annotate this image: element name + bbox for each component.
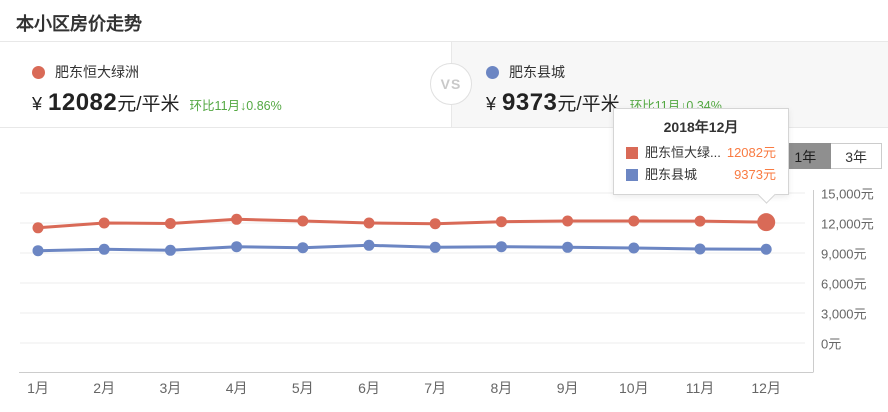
community-price-value: 12082 — [48, 89, 118, 116]
currency-symbol: ¥ — [32, 94, 43, 114]
currency-symbol: ¥ — [486, 94, 497, 114]
series-a-dot-icon — [32, 65, 45, 79]
tooltip-row: 肥东县城 9373元 — [614, 164, 788, 186]
time-range-tabs: 1年 3年 — [779, 143, 882, 169]
tooltip-series-a-label: 肥东恒大绿... — [645, 145, 721, 160]
tooltip-series-b-label: 肥东县城 — [645, 167, 698, 182]
tab-3y[interactable]: 3年 — [831, 143, 882, 169]
series-a-name: 肥东恒大绿洲 — [55, 64, 139, 80]
series-b-name: 肥东县城 — [509, 64, 565, 80]
vs-badge: VS — [430, 63, 472, 105]
price-unit: 元/平米 — [117, 94, 180, 115]
tooltip-row: 肥东恒大绿... 12082元 — [614, 142, 788, 164]
series-b-swatch-icon — [626, 169, 638, 181]
tooltip-series-b-value: 9373元 — [734, 167, 776, 182]
page-title: 本小区房价走势 — [16, 14, 142, 34]
tooltip-series-a-value: 12082元 — [726, 145, 776, 160]
district-price-value: 9373 — [502, 89, 558, 116]
price-unit: 元/平米 — [557, 94, 620, 115]
header: 本小区房价走势 — [0, 0, 888, 42]
tooltip-title: 2018年12月 — [663, 119, 739, 135]
compare-panel-community: 肥东恒大绿洲 ¥ 12082 元/平米 环比11月↓0.86% — [0, 42, 451, 127]
community-mom-change: 环比11月↓0.86% — [189, 99, 282, 113]
chart-tooltip: 2018年12月 肥东恒大绿... 12082元 肥东县城 9373元 — [613, 108, 789, 204]
series-b-dot-icon — [486, 65, 499, 79]
series-a-swatch-icon — [626, 147, 638, 159]
